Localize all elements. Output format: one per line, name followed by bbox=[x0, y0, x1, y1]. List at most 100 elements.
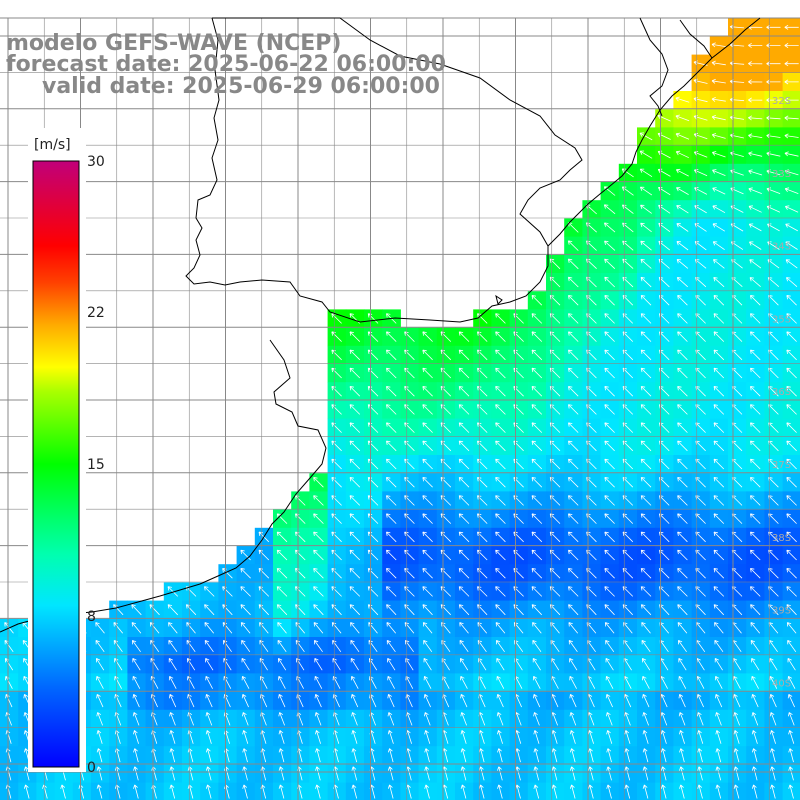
wind-arrow bbox=[713, 513, 725, 524]
wind-arrow bbox=[750, 531, 761, 543]
wind-arrow bbox=[786, 458, 797, 470]
wind-arrow bbox=[678, 658, 687, 671]
wind-arrow bbox=[169, 730, 176, 744]
wind-arrow bbox=[278, 784, 285, 799]
wind-arrow bbox=[331, 513, 342, 524]
wind-arrow bbox=[693, 132, 708, 140]
wind-arrow bbox=[604, 331, 615, 342]
wind-arrow bbox=[458, 458, 470, 470]
wind-arrow bbox=[459, 640, 469, 653]
wind-arrow bbox=[639, 168, 653, 178]
wind-arrow bbox=[422, 568, 433, 579]
wind-arrow bbox=[569, 766, 576, 781]
wind-arrow bbox=[167, 586, 179, 597]
wind-arrow bbox=[386, 458, 397, 470]
wind-arrow bbox=[258, 586, 270, 597]
wind-arrow bbox=[769, 675, 778, 689]
wind-arrow bbox=[240, 622, 251, 634]
wind-arrow bbox=[205, 748, 212, 763]
wind-arrow bbox=[169, 748, 176, 763]
wind-arrow bbox=[750, 313, 761, 324]
wind-arrow bbox=[331, 531, 342, 543]
wind-arrow bbox=[349, 549, 361, 561]
wind-arrow bbox=[114, 693, 122, 708]
wind-arrow bbox=[259, 622, 269, 634]
wind-arrow bbox=[604, 349, 615, 361]
wind-arrow bbox=[295, 604, 306, 616]
wind-arrow bbox=[422, 458, 433, 470]
wind-arrow bbox=[569, 712, 577, 726]
wind-arrow bbox=[387, 766, 394, 781]
wind-arrow bbox=[697, 748, 703, 763]
wind-arrow bbox=[496, 675, 505, 689]
wind-arrow bbox=[751, 658, 760, 671]
wind-arrow bbox=[423, 675, 432, 689]
wind-arrow bbox=[386, 349, 397, 361]
latitude-label: 32S bbox=[772, 96, 791, 107]
wind-cell bbox=[782, 273, 800, 292]
wind-arrow bbox=[733, 675, 741, 689]
wind-arrow bbox=[531, 513, 543, 524]
wind-arrow bbox=[240, 586, 251, 597]
wind-arrow bbox=[331, 568, 342, 579]
wind-arrow bbox=[624, 712, 631, 726]
wind-arrow bbox=[533, 712, 540, 726]
wind-arrow bbox=[588, 748, 594, 763]
wind-arrow bbox=[242, 784, 248, 799]
wind-arrow bbox=[133, 784, 139, 799]
wind-arrow bbox=[733, 748, 740, 763]
wind-arrow bbox=[639, 132, 653, 141]
wind-arrow bbox=[567, 240, 579, 251]
wind-arrow bbox=[351, 712, 358, 726]
wind-arrow bbox=[96, 712, 103, 726]
wind-arrow bbox=[424, 766, 430, 781]
wind-arrow bbox=[131, 604, 142, 616]
wind-arrow bbox=[640, 204, 652, 214]
wind-arrow bbox=[386, 386, 397, 397]
wind-arrow bbox=[713, 259, 725, 269]
wind-arrow bbox=[713, 477, 725, 488]
wind-arrow bbox=[639, 150, 653, 159]
wind-arrow bbox=[770, 766, 776, 781]
wind-arrow bbox=[422, 531, 433, 543]
wind-arrow bbox=[550, 622, 560, 634]
wind-arrow bbox=[331, 477, 342, 488]
wind-arrow bbox=[751, 712, 759, 726]
wind-arrow bbox=[424, 730, 431, 744]
colorbar-tick-label: 15 bbox=[87, 457, 105, 473]
wind-arrow bbox=[551, 730, 558, 744]
wind-arrow bbox=[751, 693, 759, 708]
wind-arrow bbox=[96, 748, 103, 763]
wind-arrow bbox=[349, 386, 361, 397]
wind-arrow bbox=[711, 78, 726, 84]
wind-arrow bbox=[604, 622, 615, 634]
wind-arrow bbox=[133, 748, 139, 763]
wind-arrow bbox=[276, 586, 288, 597]
wind-arrow bbox=[458, 349, 470, 361]
wind-arrow bbox=[568, 404, 579, 415]
wind-arrow bbox=[568, 422, 579, 433]
wind-arrow bbox=[568, 367, 579, 379]
wind-arrow bbox=[786, 295, 797, 306]
wind-arrow bbox=[331, 440, 342, 452]
wind-arrow bbox=[169, 693, 177, 708]
wind-arrow bbox=[604, 276, 615, 288]
wind-arrow bbox=[205, 658, 214, 671]
wind-arrow bbox=[495, 477, 506, 488]
wind-arrow bbox=[606, 712, 613, 726]
wind-arrow bbox=[786, 549, 797, 561]
wind-arrow bbox=[711, 151, 726, 158]
wind-arrow bbox=[713, 386, 725, 397]
wind-arrow bbox=[531, 331, 543, 342]
wind-arrow bbox=[622, 604, 633, 616]
wind-arrow bbox=[458, 367, 470, 379]
wind-arrow bbox=[784, 169, 799, 176]
wind-arrow bbox=[786, 622, 797, 634]
wind-arrow bbox=[604, 386, 615, 397]
wind-arrow bbox=[605, 658, 614, 671]
wind-arrow bbox=[676, 223, 689, 232]
colorbar: [m/s] 30 22 15 8 0 bbox=[28, 128, 105, 776]
wind-arrow bbox=[458, 549, 470, 561]
wind-arrow bbox=[786, 513, 797, 524]
wind-arrow bbox=[349, 513, 361, 524]
